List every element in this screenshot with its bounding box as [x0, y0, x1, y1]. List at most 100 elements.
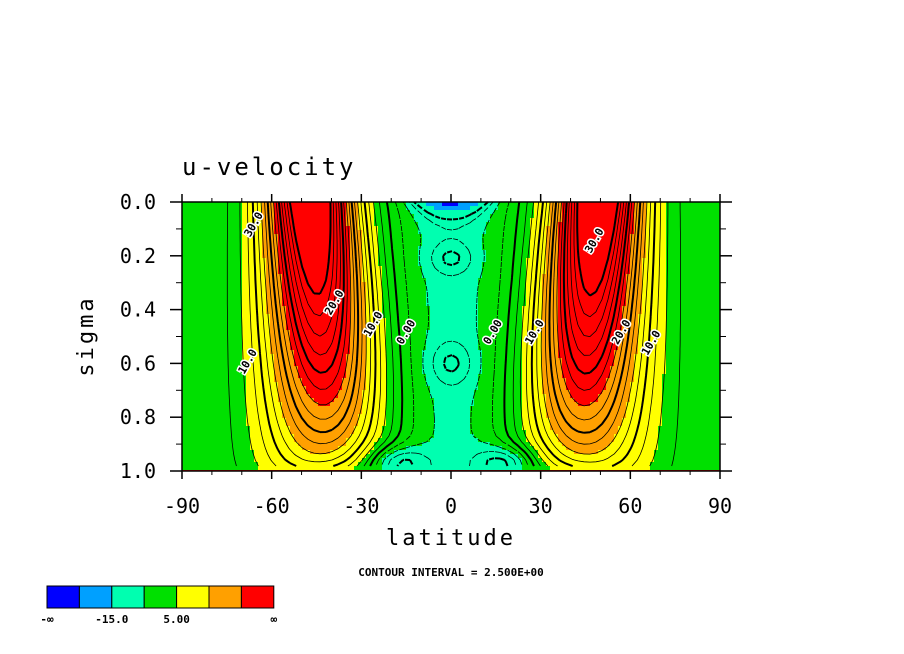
contour-cell: [290, 374, 295, 379]
contour-cell: [370, 254, 375, 259]
contour-cell: [322, 390, 327, 395]
contour-cell: [330, 342, 335, 347]
contour-cell: [222, 258, 227, 263]
contour-cell: [338, 290, 343, 295]
contour-cell: [394, 258, 399, 263]
contour-cell: [370, 386, 375, 391]
contour-cell: [250, 238, 255, 243]
contour-cell: [310, 462, 315, 467]
contour-cell: [414, 462, 419, 467]
contour-cell: [338, 378, 343, 383]
contour-cell: [406, 366, 411, 371]
contour-cell: [278, 298, 283, 303]
contour-cell: [442, 274, 447, 279]
contour-cell: [438, 218, 443, 223]
contour-cell: [182, 286, 187, 291]
contour-cell: [250, 378, 255, 383]
contour-cell: [218, 274, 223, 279]
contour-cell: [382, 350, 387, 355]
contour-cell: [186, 366, 191, 371]
contour-cell: [210, 414, 215, 419]
contour-cell: [214, 426, 219, 431]
contour-cell: [214, 262, 219, 267]
contour-cell: [338, 318, 343, 323]
contour-cell: [186, 226, 191, 231]
contour-cell: [346, 242, 351, 247]
contour-cell: [454, 274, 459, 279]
contour-cell: [342, 234, 347, 239]
contour-cell: [346, 238, 351, 243]
contour-cell: [258, 202, 263, 207]
contour-cell: [210, 338, 215, 343]
contour-cell: [206, 290, 211, 295]
contour-cell: [434, 242, 439, 247]
contour-cell: [438, 246, 443, 251]
contour-cell: [454, 258, 459, 263]
contour-cell: [422, 246, 427, 251]
contour-cell: [182, 302, 187, 307]
contour-cell: [406, 414, 411, 419]
contour-cell: [222, 266, 227, 271]
contour-cell: [438, 262, 443, 267]
contour-cell: [306, 262, 311, 267]
contour-cell: [346, 282, 351, 287]
contour-cell: [246, 410, 251, 415]
contour-cell: [282, 350, 287, 355]
contour-cell: [410, 202, 415, 207]
contour-cell: [326, 442, 331, 447]
contour-cell: [442, 378, 447, 383]
contour-cell: [242, 310, 247, 315]
contour-cell: [430, 238, 435, 243]
contour-cell: [350, 270, 355, 275]
contour-cell: [278, 418, 283, 423]
contour-cell: [298, 246, 303, 251]
contour-cell: [410, 306, 415, 311]
contour-cell: [242, 302, 247, 307]
contour-cell: [278, 230, 283, 235]
contour-cell: [358, 462, 363, 467]
contour-cell: [414, 354, 419, 359]
contour-cell: [182, 282, 187, 287]
contour-cell: [198, 286, 203, 291]
contour-cell: [446, 382, 451, 387]
contour-cell: [322, 398, 327, 403]
contour-cell: [238, 358, 243, 363]
contour-cell: [242, 450, 247, 455]
contour-cell: [262, 206, 267, 211]
contour-cell: [226, 218, 231, 223]
contour-cell: [434, 390, 439, 395]
contour-cell: [250, 446, 255, 451]
contour-cell: [298, 234, 303, 239]
contour-cell: [214, 410, 219, 415]
contour-cell: [234, 258, 239, 263]
contour-cell: [466, 406, 471, 411]
contour-cell: [422, 210, 427, 215]
contour-cell: [218, 250, 223, 255]
contour-cell: [182, 206, 187, 211]
contour-cell: [270, 410, 275, 415]
contour-cell: [294, 206, 299, 211]
contour-cell: [210, 410, 215, 415]
contour-cell: [206, 250, 211, 255]
contour-cell: [362, 354, 367, 359]
contour-cell: [246, 366, 251, 371]
contour-cell: [258, 378, 263, 383]
contour-cell: [206, 326, 211, 331]
contour-cell: [358, 466, 363, 471]
contour-cell: [446, 222, 451, 227]
contour-cell: [298, 290, 303, 295]
contour-cell: [246, 354, 251, 359]
contour-cell: [390, 442, 395, 447]
contour-cell: [414, 214, 419, 219]
contour-cell: [310, 278, 315, 283]
contour-cell: [390, 338, 395, 343]
contour-cell: [262, 338, 267, 343]
contour-cell: [314, 222, 319, 227]
contour-cell: [422, 202, 427, 207]
contour-cell: [306, 350, 311, 355]
contour-cell: [406, 230, 411, 235]
contour-cell: [186, 406, 191, 411]
contour-cell: [446, 346, 451, 351]
contour-cell: [234, 338, 239, 343]
contour-cell: [354, 242, 359, 247]
